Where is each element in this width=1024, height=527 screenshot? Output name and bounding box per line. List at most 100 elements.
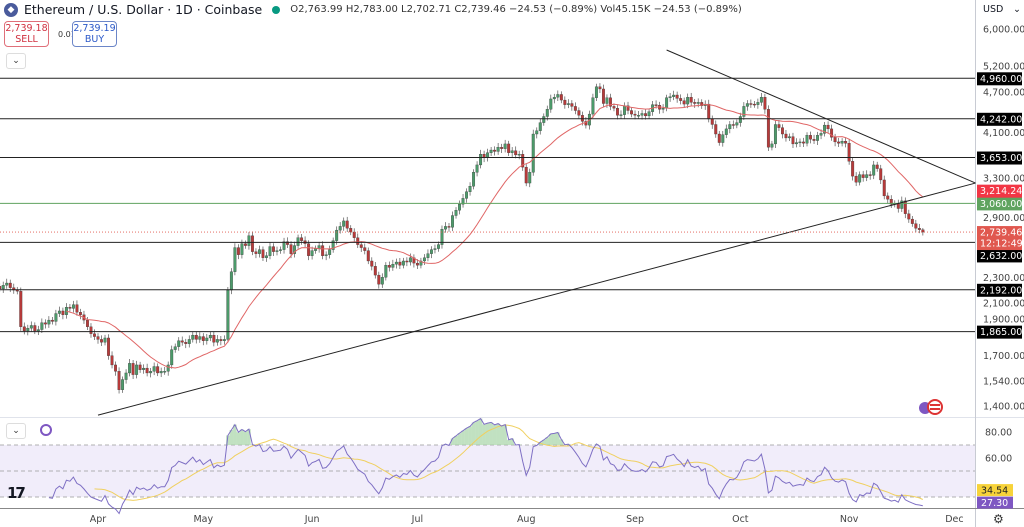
candle-up [770,143,774,148]
candle-up [686,97,690,105]
candle-up [36,329,40,332]
level-price-label-box [977,112,1022,126]
candle-up [773,124,777,145]
candle-down [0,286,2,290]
level-price-label-box [977,72,1022,86]
candle-up [623,105,626,115]
tradingview-logo-icon[interactable]: 17 [7,484,26,502]
price-tick-label: 4,700.00 [983,88,1024,99]
candle-up [594,86,598,98]
candle-up [142,367,146,370]
candle-down [250,235,254,252]
candle-down [875,164,879,169]
candle-down [272,246,275,252]
candle-up [215,339,219,343]
candle-up [556,94,560,98]
candle-up [198,336,202,340]
candle-up [503,143,507,149]
sell-button[interactable]: 2,739.18 SELL [4,21,49,47]
time-tick-label: May [193,514,213,525]
candle-down [500,147,504,149]
candle-up [542,116,546,123]
candle-down [110,355,114,366]
candle-up [823,124,827,134]
candle-up [187,339,191,344]
candle-down [79,312,82,315]
symbol-title[interactable]: Ethereum / U.S. Dollar · 1D · Coinbase [24,2,263,17]
collapse-rsi-button[interactable]: ⌄ [6,423,26,439]
candle-down [630,110,633,115]
candle-down [626,105,630,111]
trendline [97,182,976,416]
candle-down [359,244,363,248]
candle-down [236,247,240,255]
candle-up [419,260,423,266]
candle-down [882,179,886,197]
candle-up [724,128,728,135]
candle-up [408,257,412,263]
price-tick-label: 2,100.00 [983,298,1024,309]
candle-up [472,172,476,187]
level-price-label: 1,865.00 [980,327,1022,338]
moving-average-line [66,103,924,369]
candle-down [689,97,693,103]
level-price-label: 2,192.00 [980,285,1022,296]
candle-up [465,191,468,199]
candle-down [405,260,409,263]
price-tick-label: 5,200.00 [983,62,1024,73]
candle-down [321,245,325,256]
candle-up [665,97,669,109]
candle-up [900,200,904,209]
candle-up [528,172,532,184]
candle-down [373,266,377,276]
time-tick-label: Jul [411,514,423,525]
candle-up [444,226,447,230]
candle-up [451,215,454,228]
candle-up [265,255,268,258]
price-tick-label: 6,000.00 [983,25,1024,36]
buy-price: 2,739.19 [73,23,116,34]
candle-down [784,133,788,139]
buy-button[interactable]: 2,739.19 BUY [72,21,117,47]
candle-up [721,134,725,143]
candle-down [493,149,497,152]
candle-up [538,122,542,131]
candle-up [282,241,286,250]
collapse-legend-button[interactable]: ⌄ [6,53,26,69]
level-price-label-box [977,197,1022,211]
candle-up [805,135,809,144]
candle-down [289,244,293,254]
rsi-line [48,417,923,515]
candle-up [268,246,272,256]
candle-up [149,371,153,374]
level-price-label-box [977,325,1022,339]
candle-up [1,285,5,290]
last-price-label-box [977,226,1022,251]
candle-down [616,108,619,116]
settings-gear-icon[interactable]: ⚙ [993,512,1004,526]
candle-up [429,249,433,254]
candle-up [475,164,479,173]
candle-down [50,319,54,322]
level-price-label: 3,060.00 [980,199,1022,210]
rsi-tick-label: 60.00 [985,454,1012,465]
candle-down [675,94,679,99]
candle-up [401,260,405,266]
candle-up [489,149,493,153]
level-price-label-box [977,249,1022,263]
candle-down [415,262,419,266]
candle-down [201,336,205,341]
candle-down [345,220,349,229]
candle-up [310,250,314,256]
candle-up [872,164,876,176]
candle-down [700,102,704,106]
candle-up [205,337,209,341]
candle-up [647,111,651,117]
candle-up [510,150,514,153]
candle-down [377,274,381,285]
candle-down [521,154,525,168]
rsi-indicator-icon[interactable] [40,424,52,436]
currency-selector[interactable]: USD ⌄ [983,4,1021,15]
candle-down [86,319,89,327]
